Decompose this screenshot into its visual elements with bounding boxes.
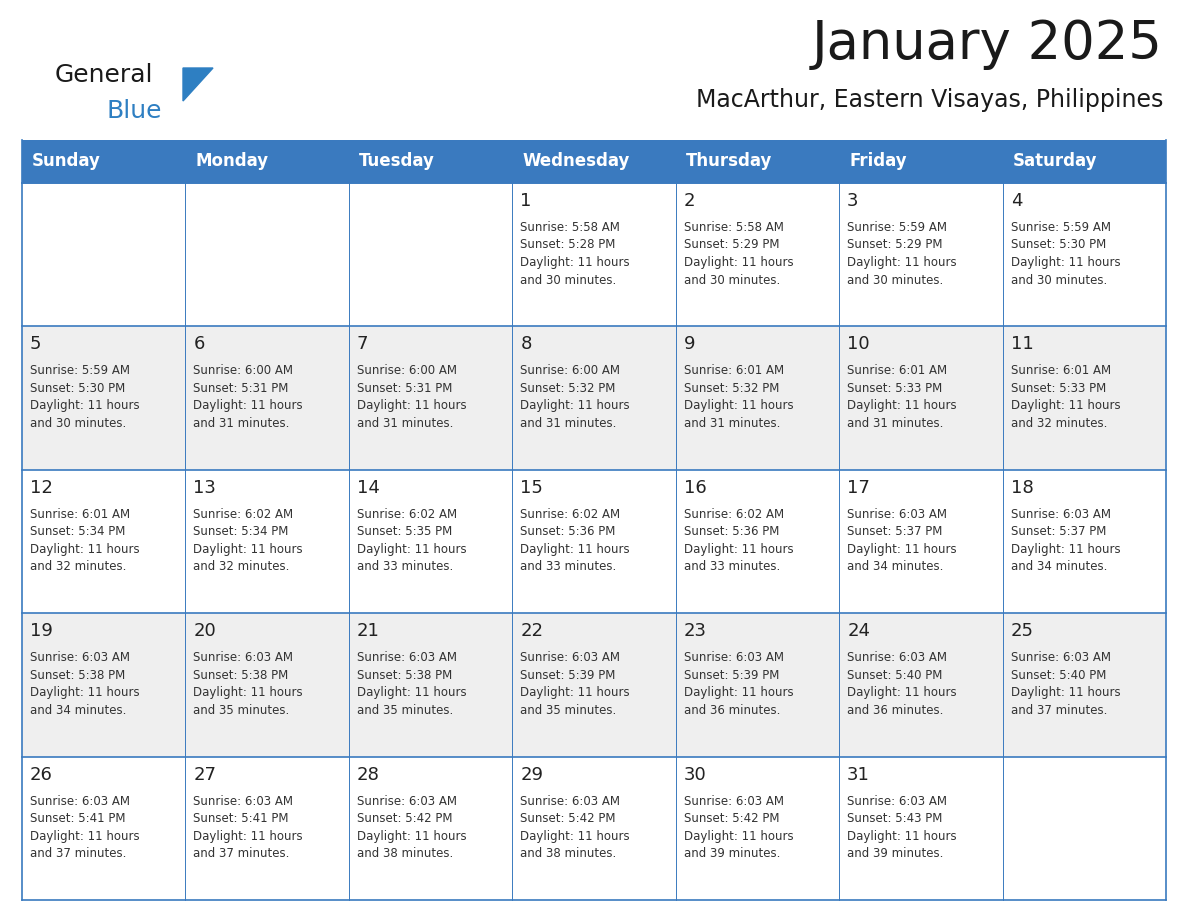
Text: 15: 15 — [520, 479, 543, 497]
Text: Sunrise: 6:02 AM
Sunset: 5:36 PM
Daylight: 11 hours
and 33 minutes.: Sunrise: 6:02 AM Sunset: 5:36 PM Dayligh… — [520, 508, 630, 574]
Text: MacArthur, Eastern Visayas, Philippines: MacArthur, Eastern Visayas, Philippines — [696, 88, 1163, 112]
Text: 14: 14 — [356, 479, 380, 497]
Text: Sunrise: 6:00 AM
Sunset: 5:32 PM
Daylight: 11 hours
and 31 minutes.: Sunrise: 6:00 AM Sunset: 5:32 PM Dayligh… — [520, 364, 630, 430]
Text: 30: 30 — [684, 766, 707, 784]
Text: Sunrise: 6:02 AM
Sunset: 5:36 PM
Daylight: 11 hours
and 33 minutes.: Sunrise: 6:02 AM Sunset: 5:36 PM Dayligh… — [684, 508, 794, 574]
Text: Sunrise: 6:03 AM
Sunset: 5:41 PM
Daylight: 11 hours
and 37 minutes.: Sunrise: 6:03 AM Sunset: 5:41 PM Dayligh… — [194, 795, 303, 860]
Text: Sunrise: 6:03 AM
Sunset: 5:39 PM
Daylight: 11 hours
and 36 minutes.: Sunrise: 6:03 AM Sunset: 5:39 PM Dayligh… — [684, 651, 794, 717]
Text: Sunrise: 6:00 AM
Sunset: 5:31 PM
Daylight: 11 hours
and 31 minutes.: Sunrise: 6:00 AM Sunset: 5:31 PM Dayligh… — [194, 364, 303, 430]
Text: Sunrise: 6:03 AM
Sunset: 5:38 PM
Daylight: 11 hours
and 35 minutes.: Sunrise: 6:03 AM Sunset: 5:38 PM Dayligh… — [194, 651, 303, 717]
Text: 10: 10 — [847, 335, 870, 353]
Text: Sunrise: 6:03 AM
Sunset: 5:42 PM
Daylight: 11 hours
and 39 minutes.: Sunrise: 6:03 AM Sunset: 5:42 PM Dayligh… — [684, 795, 794, 860]
Text: 12: 12 — [30, 479, 53, 497]
Text: Sunrise: 6:03 AM
Sunset: 5:39 PM
Daylight: 11 hours
and 35 minutes.: Sunrise: 6:03 AM Sunset: 5:39 PM Dayligh… — [520, 651, 630, 717]
Polygon shape — [183, 68, 213, 101]
Text: Sunrise: 6:03 AM
Sunset: 5:40 PM
Daylight: 11 hours
and 36 minutes.: Sunrise: 6:03 AM Sunset: 5:40 PM Dayligh… — [847, 651, 956, 717]
Text: 1: 1 — [520, 192, 532, 210]
Text: Sunrise: 6:00 AM
Sunset: 5:31 PM
Daylight: 11 hours
and 31 minutes.: Sunrise: 6:00 AM Sunset: 5:31 PM Dayligh… — [356, 364, 467, 430]
Text: Saturday: Saturday — [1012, 152, 1097, 171]
Text: Sunrise: 6:03 AM
Sunset: 5:41 PM
Daylight: 11 hours
and 37 minutes.: Sunrise: 6:03 AM Sunset: 5:41 PM Dayligh… — [30, 795, 140, 860]
Text: Sunrise: 5:58 AM
Sunset: 5:28 PM
Daylight: 11 hours
and 30 minutes.: Sunrise: 5:58 AM Sunset: 5:28 PM Dayligh… — [520, 221, 630, 286]
Text: 29: 29 — [520, 766, 543, 784]
Text: January 2025: January 2025 — [813, 18, 1163, 70]
Bar — [23, 613, 1165, 756]
Text: 7: 7 — [356, 335, 368, 353]
Text: 26: 26 — [30, 766, 53, 784]
Text: 19: 19 — [30, 622, 53, 640]
Text: 4: 4 — [1011, 192, 1022, 210]
Text: 13: 13 — [194, 479, 216, 497]
Text: 9: 9 — [684, 335, 695, 353]
Text: Friday: Friday — [849, 152, 906, 171]
Text: Blue: Blue — [107, 99, 163, 123]
Text: Sunrise: 6:03 AM
Sunset: 5:38 PM
Daylight: 11 hours
and 34 minutes.: Sunrise: 6:03 AM Sunset: 5:38 PM Dayligh… — [30, 651, 140, 717]
Text: Sunrise: 6:03 AM
Sunset: 5:37 PM
Daylight: 11 hours
and 34 minutes.: Sunrise: 6:03 AM Sunset: 5:37 PM Dayligh… — [847, 508, 956, 574]
Text: Sunrise: 6:03 AM
Sunset: 5:42 PM
Daylight: 11 hours
and 38 minutes.: Sunrise: 6:03 AM Sunset: 5:42 PM Dayligh… — [356, 795, 467, 860]
Text: 6: 6 — [194, 335, 204, 353]
Text: Tuesday: Tuesday — [359, 152, 435, 171]
Text: Sunrise: 6:02 AM
Sunset: 5:34 PM
Daylight: 11 hours
and 32 minutes.: Sunrise: 6:02 AM Sunset: 5:34 PM Dayligh… — [194, 508, 303, 574]
Text: 20: 20 — [194, 622, 216, 640]
Text: Sunrise: 6:03 AM
Sunset: 5:43 PM
Daylight: 11 hours
and 39 minutes.: Sunrise: 6:03 AM Sunset: 5:43 PM Dayligh… — [847, 795, 956, 860]
Text: 25: 25 — [1011, 622, 1034, 640]
Text: Sunrise: 6:03 AM
Sunset: 5:42 PM
Daylight: 11 hours
and 38 minutes.: Sunrise: 6:03 AM Sunset: 5:42 PM Dayligh… — [520, 795, 630, 860]
Text: 11: 11 — [1011, 335, 1034, 353]
Text: 31: 31 — [847, 766, 870, 784]
Text: Sunrise: 6:01 AM
Sunset: 5:32 PM
Daylight: 11 hours
and 31 minutes.: Sunrise: 6:01 AM Sunset: 5:32 PM Dayligh… — [684, 364, 794, 430]
Bar — [23, 470, 1165, 613]
Text: Sunrise: 5:58 AM
Sunset: 5:29 PM
Daylight: 11 hours
and 30 minutes.: Sunrise: 5:58 AM Sunset: 5:29 PM Dayligh… — [684, 221, 794, 286]
Text: Sunrise: 5:59 AM
Sunset: 5:30 PM
Daylight: 11 hours
and 30 minutes.: Sunrise: 5:59 AM Sunset: 5:30 PM Dayligh… — [1011, 221, 1120, 286]
Text: Sunrise: 6:03 AM
Sunset: 5:40 PM
Daylight: 11 hours
and 37 minutes.: Sunrise: 6:03 AM Sunset: 5:40 PM Dayligh… — [1011, 651, 1120, 717]
Text: 27: 27 — [194, 766, 216, 784]
Text: 5: 5 — [30, 335, 42, 353]
Bar — [23, 327, 1165, 470]
Text: Sunrise: 6:03 AM
Sunset: 5:37 PM
Daylight: 11 hours
and 34 minutes.: Sunrise: 6:03 AM Sunset: 5:37 PM Dayligh… — [1011, 508, 1120, 574]
Text: Sunday: Sunday — [32, 152, 101, 171]
Text: 17: 17 — [847, 479, 870, 497]
Text: Sunrise: 6:01 AM
Sunset: 5:33 PM
Daylight: 11 hours
and 32 minutes.: Sunrise: 6:01 AM Sunset: 5:33 PM Dayligh… — [1011, 364, 1120, 430]
Text: 16: 16 — [684, 479, 707, 497]
Text: 18: 18 — [1011, 479, 1034, 497]
Text: 24: 24 — [847, 622, 870, 640]
Text: 8: 8 — [520, 335, 532, 353]
Text: Sunrise: 6:01 AM
Sunset: 5:34 PM
Daylight: 11 hours
and 32 minutes.: Sunrise: 6:01 AM Sunset: 5:34 PM Dayligh… — [30, 508, 140, 574]
Text: Sunrise: 6:03 AM
Sunset: 5:38 PM
Daylight: 11 hours
and 35 minutes.: Sunrise: 6:03 AM Sunset: 5:38 PM Dayligh… — [356, 651, 467, 717]
Text: General: General — [55, 63, 153, 87]
Text: 23: 23 — [684, 622, 707, 640]
Text: Sunrise: 6:02 AM
Sunset: 5:35 PM
Daylight: 11 hours
and 33 minutes.: Sunrise: 6:02 AM Sunset: 5:35 PM Dayligh… — [356, 508, 467, 574]
Text: Thursday: Thursday — [685, 152, 772, 171]
Bar — [23, 183, 1165, 327]
Text: 22: 22 — [520, 622, 543, 640]
Text: Sunrise: 5:59 AM
Sunset: 5:30 PM
Daylight: 11 hours
and 30 minutes.: Sunrise: 5:59 AM Sunset: 5:30 PM Dayligh… — [30, 364, 140, 430]
Text: 2: 2 — [684, 192, 695, 210]
Text: Wednesday: Wednesday — [523, 152, 630, 171]
Text: 3: 3 — [847, 192, 859, 210]
Text: Monday: Monday — [196, 152, 268, 171]
Text: 28: 28 — [356, 766, 380, 784]
Bar — [23, 140, 1165, 183]
Text: Sunrise: 6:01 AM
Sunset: 5:33 PM
Daylight: 11 hours
and 31 minutes.: Sunrise: 6:01 AM Sunset: 5:33 PM Dayligh… — [847, 364, 956, 430]
Text: Sunrise: 5:59 AM
Sunset: 5:29 PM
Daylight: 11 hours
and 30 minutes.: Sunrise: 5:59 AM Sunset: 5:29 PM Dayligh… — [847, 221, 956, 286]
Text: 21: 21 — [356, 622, 380, 640]
Bar — [23, 756, 1165, 900]
